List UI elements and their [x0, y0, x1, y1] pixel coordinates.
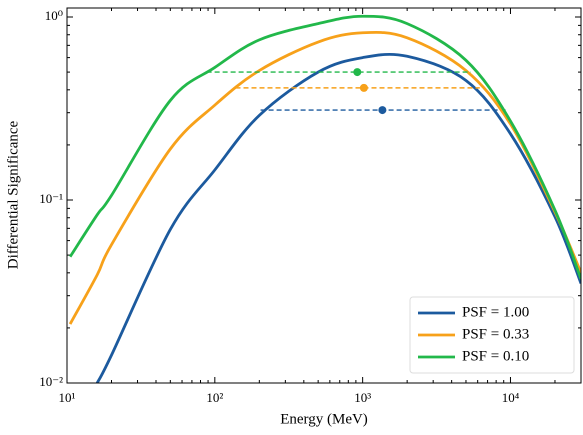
line	[68, 14, 581, 280]
legend-label: PSF = 1.00	[462, 304, 529, 320]
y-axis-label: Differential Significance	[5, 120, 21, 269]
marker	[378, 106, 387, 115]
legend-label: PSF = 0.33	[462, 326, 529, 342]
legend-label: PSF = 0.10	[462, 348, 529, 364]
x-tick-label: 10³	[354, 390, 371, 405]
y-tick-label: 10⁻¹	[39, 191, 63, 206]
x-tick-label: 10²	[206, 390, 223, 405]
line	[68, 30, 581, 325]
marker	[353, 68, 362, 77]
legend-box	[409, 296, 575, 374]
y-tick-label: 10⁻²	[39, 374, 63, 389]
plot-frame	[66, 7, 582, 384]
line	[95, 52, 581, 383]
x-tick-label: 10¹	[59, 390, 76, 405]
x-axis-label: Energy (MeV)	[280, 411, 368, 427]
x-tick-label: 10⁴	[502, 390, 520, 405]
y-tick-label: 10⁰	[45, 8, 63, 23]
marker	[359, 83, 368, 92]
